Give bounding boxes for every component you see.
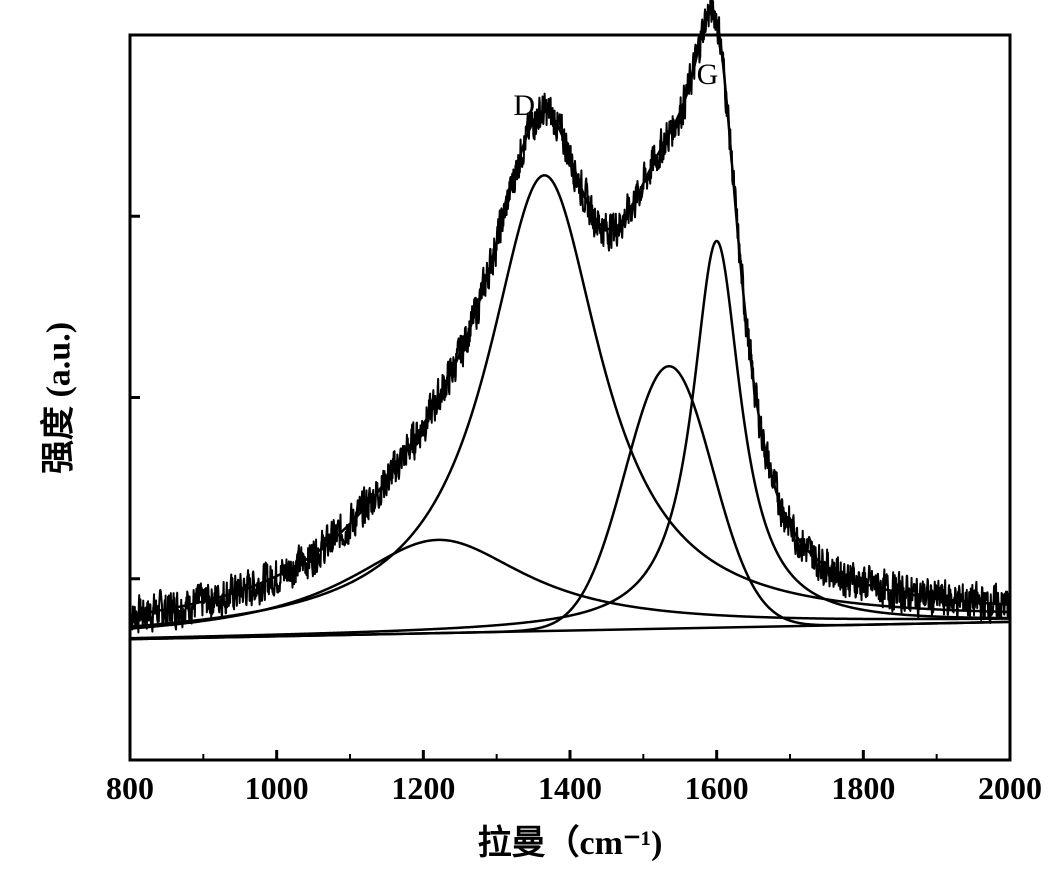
x-tick-label: 800: [80, 770, 180, 807]
x-tick-label: 1000: [227, 770, 327, 807]
x-tick-label: 2000: [960, 770, 1051, 807]
x-axis-label: 拉曼（cm⁻¹): [420, 815, 720, 864]
fit-peak-D: [130, 175, 1010, 626]
peak-label-D: D: [513, 89, 535, 123]
x-tick-label: 1400: [520, 770, 620, 807]
x-tick-label: 1800: [813, 770, 913, 807]
chart-svg: [0, 0, 1051, 889]
raw-spectrum-line: [130, 0, 1010, 632]
x-tick-label: 1600: [667, 770, 767, 807]
fit-sum-line: [130, 9, 1010, 615]
raman-chart: 强度 (a.u.) 拉曼（cm⁻¹) 800 1000 1200 1400 1600 18…: [0, 0, 1051, 894]
y-axis-label: 强度 (a.u.): [31, 248, 80, 548]
x-tick-label: 1200: [373, 770, 473, 807]
plot-frame: [130, 35, 1010, 760]
peak-label-G: G: [697, 58, 719, 92]
